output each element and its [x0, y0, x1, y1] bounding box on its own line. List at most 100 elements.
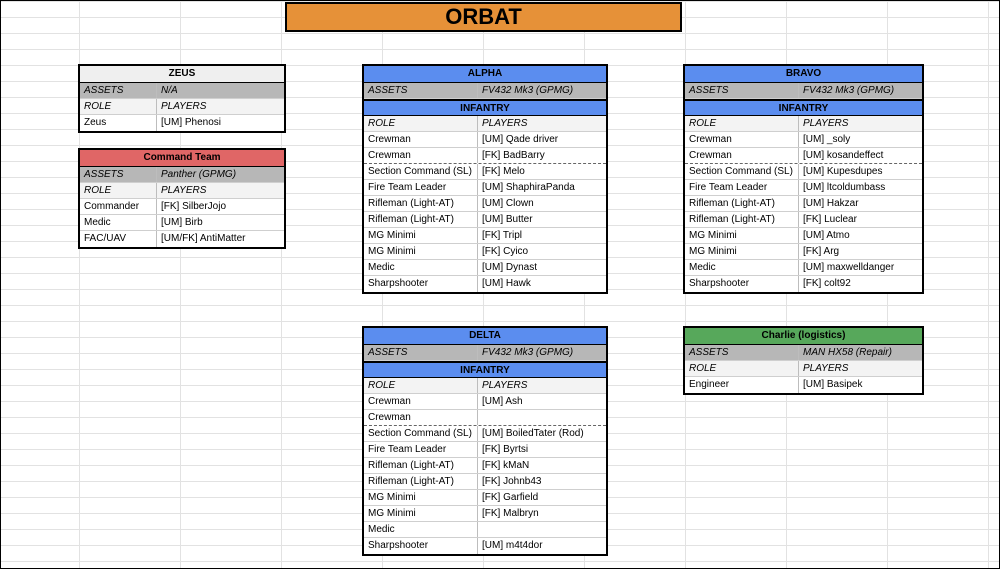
table-row: Section Command (SL) [UM] BoiledTater (Ro…	[364, 426, 606, 442]
table-row: Engineer [UM] Basipek	[685, 377, 922, 393]
table-row: Section Command (SL) [FK] Melo	[364, 164, 606, 180]
assets-label: ASSETS	[80, 167, 157, 182]
bravo-infantry-header: INFANTRY	[685, 99, 922, 116]
role-cell: MG Minimi	[364, 490, 478, 505]
role-cell: MG Minimi	[364, 228, 478, 243]
alpha-assets-row: ASSETS FV432 Mk3 (GPMG)	[364, 83, 606, 99]
delta-header: DELTA	[364, 328, 606, 345]
table-row: Fire Team Leader [UM] ShaphiraPanda	[364, 180, 606, 196]
command-team-panel: Command Team ASSETS Panther (GPMG) ROLE …	[78, 148, 286, 249]
role-cell: Rifleman (Light-AT)	[364, 458, 478, 473]
charlie-assets-row: ASSETS MAN HX58 (Repair)	[685, 345, 922, 361]
player-cell: [FK] SilberJojo	[161, 201, 227, 212]
players-label: PLAYERS	[803, 363, 849, 374]
role-label: ROLE	[80, 183, 157, 198]
bravo-panel: BRAVO ASSETS FV432 Mk3 (GPMG) INFANTRY R…	[683, 64, 924, 294]
role-cell: MG Minimi	[364, 506, 478, 521]
player-cell: [FK] Johnb43	[482, 476, 542, 487]
player-cell: [FK] Garfield	[482, 492, 539, 503]
charlie-panel: Charlie (logistics) ASSETS MAN HX58 (Rep…	[683, 326, 924, 395]
role-cell: Rifleman (Light-AT)	[685, 196, 799, 211]
role-cell: Rifleman (Light-AT)	[364, 474, 478, 489]
players-label: PLAYERS	[161, 101, 207, 112]
zeus-assets-row: ASSETS N/A	[80, 83, 284, 99]
role-cell: Medic	[80, 215, 157, 230]
role-cell: Rifleman (Light-AT)	[685, 212, 799, 227]
table-row: FAC/UAV [UM/FK] AntiMatter	[80, 231, 284, 247]
assets-label: ASSETS	[364, 83, 478, 98]
role-cell: Engineer	[685, 377, 799, 393]
zeus-panel: ZEUS ASSETS N/A ROLE PLAYERS Zeus [UM] P…	[78, 64, 286, 133]
command-assets-row: ASSETS Panther (GPMG)	[80, 167, 284, 183]
player-cell: [UM] Phenosi	[161, 117, 222, 128]
bravo-assets-row: ASSETS FV432 Mk3 (GPMG)	[685, 83, 922, 99]
player-cell	[478, 410, 606, 425]
player-cell: [UM] Birb	[161, 217, 203, 228]
role-label: ROLE	[80, 99, 157, 114]
delta-infantry-header: INFANTRY	[364, 361, 606, 378]
role-cell: Zeus	[80, 115, 157, 131]
charlie-role-header: ROLE PLAYERS	[685, 361, 922, 377]
table-row: MG Minimi [UM] Atmo	[685, 228, 922, 244]
table-row: Fire Team Leader [UM] ltcoldumbass	[685, 180, 922, 196]
command-team-header: Command Team	[80, 150, 284, 167]
table-row: Crewman	[364, 410, 606, 426]
player-cell: [UM] Ash	[482, 396, 523, 407]
table-row: Crewman [UM] Qade driver	[364, 132, 606, 148]
role-cell: Crewman	[364, 148, 478, 163]
player-cell: [UM] Hawk	[482, 278, 531, 289]
role-cell: Medic	[364, 260, 478, 275]
zeus-header: ZEUS	[80, 66, 284, 83]
command-role-header: ROLE PLAYERS	[80, 183, 284, 199]
table-row: MG Minimi [FK] Arg	[685, 244, 922, 260]
player-cell	[478, 522, 606, 537]
player-cell: [UM] Dynast	[482, 262, 538, 273]
table-row: Sharpshooter [UM] m4t4dor	[364, 538, 606, 554]
player-cell: [FK] BadBarry	[482, 150, 545, 161]
role-cell: Medic	[685, 260, 799, 275]
table-row: Rifleman (Light-AT) [FK] Luclear	[685, 212, 922, 228]
player-cell: [UM] Clown	[482, 198, 534, 209]
role-cell: MG Minimi	[364, 244, 478, 259]
player-cell: [FK] Luclear	[803, 214, 857, 225]
table-row: Crewman [FK] BadBarry	[364, 148, 606, 164]
table-row: Commander [FK] SilberJojo	[80, 199, 284, 215]
player-cell: [UM] maxwelldanger	[803, 262, 895, 273]
role-label: ROLE	[685, 361, 799, 376]
table-row: Medic [UM] Birb	[80, 215, 284, 231]
role-cell: FAC/UAV	[80, 231, 157, 247]
alpha-role-header: ROLE PLAYERS	[364, 116, 606, 132]
assets-label: ASSETS	[685, 83, 799, 98]
player-cell: [FK] Arg	[803, 246, 840, 257]
table-row: Crewman [UM] kosandeffect	[685, 148, 922, 164]
table-row: Rifleman (Light-AT) [FK] Johnb43	[364, 474, 606, 490]
player-cell: [UM] Kupesdupes	[803, 166, 883, 177]
table-row: Crewman [UM] _soly	[685, 132, 922, 148]
players-label: PLAYERS	[161, 185, 207, 196]
role-cell: Sharpshooter	[364, 538, 478, 554]
alpha-assets-value: FV432 Mk3 (GPMG)	[482, 85, 574, 96]
player-cell: [UM] ltcoldumbass	[803, 182, 886, 193]
player-cell: [FK] colt92	[803, 278, 851, 289]
role-cell: Sharpshooter	[685, 276, 799, 292]
table-row: Zeus [UM] Phenosi	[80, 115, 284, 131]
bravo-role-header: ROLE PLAYERS	[685, 116, 922, 132]
role-cell: Fire Team Leader	[685, 180, 799, 195]
table-row: Medic [UM] maxwelldanger	[685, 260, 922, 276]
delta-assets-value: FV432 Mk3 (GPMG)	[482, 347, 574, 358]
role-cell: Section Command (SL)	[364, 426, 478, 441]
player-cell: [UM] Qade driver	[482, 134, 559, 145]
role-cell: Crewman	[685, 148, 799, 163]
role-label: ROLE	[364, 116, 478, 131]
alpha-infantry-header: INFANTRY	[364, 99, 606, 116]
role-cell: Crewman	[685, 132, 799, 147]
role-cell: Crewman	[364, 394, 478, 409]
role-cell: MG Minimi	[685, 244, 799, 259]
role-cell: Crewman	[364, 132, 478, 147]
command-assets-value: Panther (GPMG)	[161, 169, 237, 180]
role-cell: Fire Team Leader	[364, 442, 478, 457]
delta-assets-row: ASSETS FV432 Mk3 (GPMG)	[364, 345, 606, 361]
player-cell: [FK] Melo	[482, 166, 525, 177]
player-cell: [UM] Basipek	[803, 379, 863, 390]
assets-label: ASSETS	[80, 83, 157, 98]
